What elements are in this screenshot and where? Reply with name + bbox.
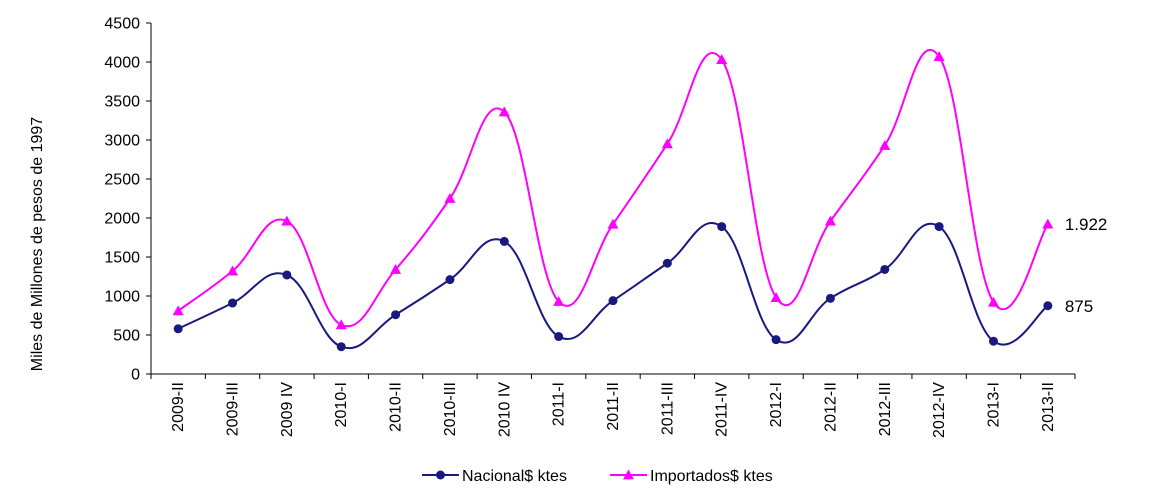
y-tick-label: 2000 (104, 211, 140, 228)
y-tick-label: 500 (113, 328, 140, 345)
data-point (281, 215, 293, 226)
data-point (717, 222, 727, 232)
data-point (336, 342, 346, 352)
end-value-label: 1.922 (1065, 215, 1108, 234)
data-point (553, 295, 565, 306)
x-tick-label: 2012-I (768, 382, 785, 427)
data-point (662, 258, 672, 268)
data-point (934, 222, 944, 232)
data-point (445, 275, 455, 285)
legend-marker (623, 469, 634, 480)
data-point (391, 310, 401, 320)
y-tick-label: 4500 (104, 16, 140, 33)
data-point (554, 332, 564, 342)
data-point (282, 270, 292, 280)
x-tick-label: 2012-IV (931, 382, 948, 438)
data-point (335, 319, 347, 330)
series-group: 1.922 875 (172, 48, 1108, 352)
data-point (444, 193, 456, 203)
series-nacional-ktes: 875 (173, 222, 1093, 352)
data-point (499, 236, 509, 246)
data-point (987, 296, 999, 307)
y-tick-label: 3000 (104, 133, 140, 150)
data-point (1042, 218, 1054, 229)
x-tick-label: 2010-III (442, 382, 459, 436)
x-tick-label: 2012-III (877, 382, 894, 436)
x-tick-label: 2009 IV (279, 382, 296, 437)
x-tick-label: 2010 IV (496, 382, 513, 437)
x-tick-label: 2013-II (1040, 382, 1057, 432)
x-tick-label: 2010-II (388, 382, 405, 432)
data-point (607, 218, 619, 229)
x-tick-label: 2011-I (551, 382, 568, 426)
x-tick-label: 2011-II (605, 382, 622, 431)
data-point (390, 263, 402, 274)
data-point (608, 296, 618, 306)
series-line (177, 48, 1049, 328)
data-point (228, 298, 238, 308)
y-axis: 0 500 1000 1500 2000 2500 3000 3500 4000 4500 (104, 16, 152, 384)
legend-item-importados-ktes: Importados$ ktes (610, 468, 773, 485)
data-point (661, 138, 673, 149)
data-point (880, 264, 890, 274)
series-line (177, 222, 1049, 350)
legend-label: Importados$ ktes (650, 468, 773, 485)
data-point (825, 293, 835, 303)
x-tick-label: 2010-I (333, 382, 350, 427)
series-importados-ktes: 1.922 (172, 48, 1108, 330)
x-tick-label: 2011-IV (714, 382, 731, 437)
x-tick-label: 2011-III (659, 382, 676, 435)
x-tick-label: 2012-II (822, 382, 839, 432)
data-point (498, 106, 510, 117)
data-point (771, 335, 781, 345)
x-axis: 2009-II 2009-III 2009 IV 2010-I 2010-II 2010-… (150, 373, 1076, 438)
data-point (227, 265, 239, 276)
y-tick-label: 4000 (104, 55, 140, 72)
data-point (988, 336, 998, 346)
y-tick-label: 1000 (104, 289, 140, 306)
y-tick-label: 3500 (104, 94, 140, 111)
data-point (1043, 301, 1053, 311)
x-tick-label: 2009-II (170, 382, 187, 432)
legend: Nacional$ ktes Importados$ ktes (422, 468, 773, 485)
data-point (933, 51, 945, 61)
y-tick-label: 2500 (104, 172, 140, 189)
legend-label: Nacional$ ktes (462, 468, 567, 485)
data-point (879, 139, 891, 150)
x-tick-label: 2013-I (985, 382, 1002, 427)
y-tick-label: 1500 (104, 250, 140, 267)
x-tick-label: 2009-III (225, 382, 242, 436)
y-tick-label: 0 (131, 367, 140, 384)
legend-item-nacional-ktes: Nacional$ ktes (422, 468, 567, 485)
legend-marker (436, 470, 445, 480)
data-point (770, 292, 782, 302)
data-point (824, 215, 836, 226)
data-point (716, 54, 728, 65)
y-axis-label: Miles de Millones de pesos de 1997 (29, 117, 46, 371)
end-value-label: 875 (1065, 297, 1093, 316)
data-point (173, 324, 183, 334)
data-point (172, 305, 184, 316)
